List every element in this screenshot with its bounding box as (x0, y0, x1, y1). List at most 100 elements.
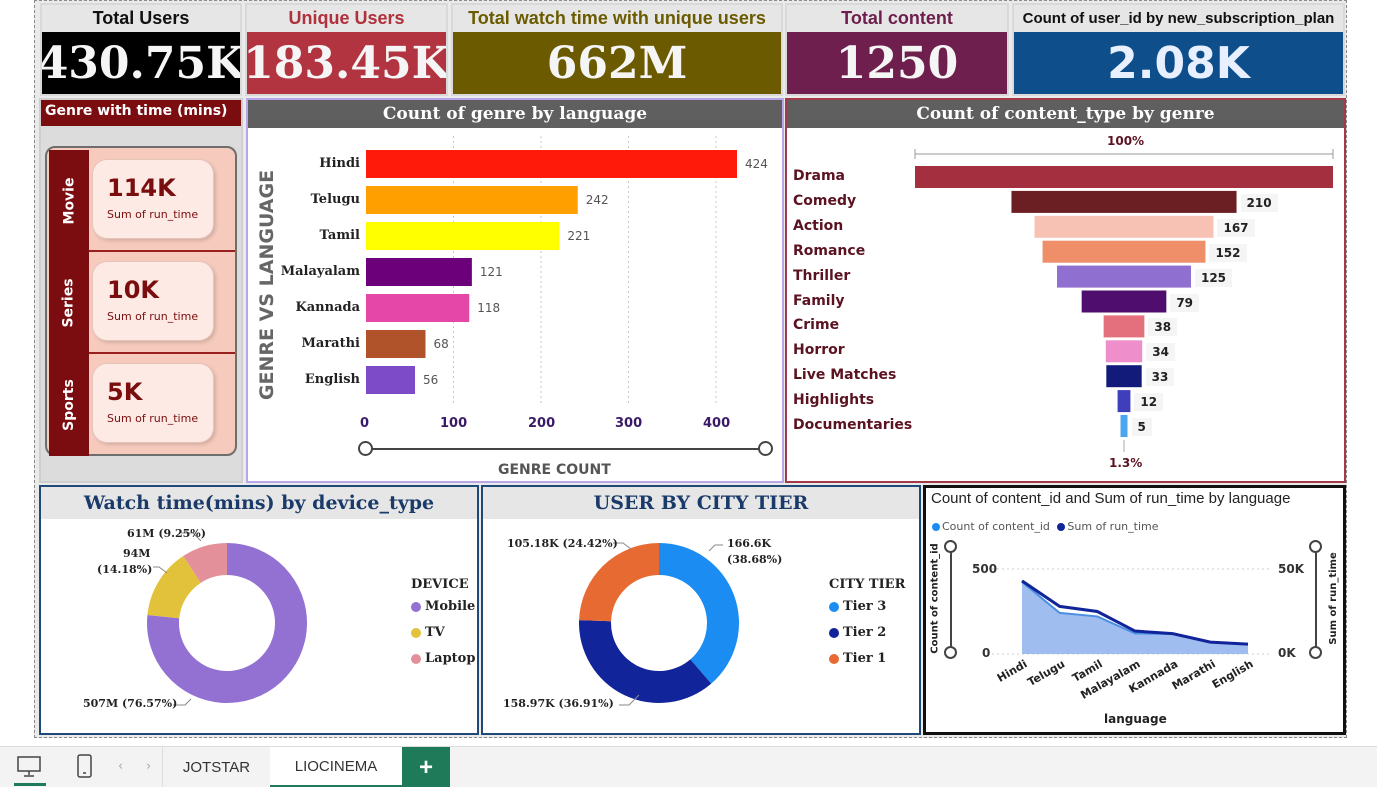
x-tick-marathi: Marathi (1170, 657, 1218, 692)
genre-item-sports[interactable]: Sports (49, 354, 89, 456)
funnel-plot (914, 149, 1334, 452)
area-count[interactable] (1022, 581, 1248, 654)
funnel-bar-documentaries[interactable] (1120, 415, 1128, 437)
left-axis-slider-bottom[interactable] (944, 646, 957, 659)
legend-laptop[interactable]: Laptop (411, 651, 475, 666)
tier1-slice-label: 105.18K (24.42%) (507, 537, 618, 550)
bar-tamil[interactable] (366, 222, 560, 250)
funnel-category-label: Live Matches (793, 367, 897, 384)
mobile-view-icon[interactable] (76, 753, 94, 785)
funnel-top-label: 100% (1107, 134, 1145, 148)
kpi-value: 1250 (787, 32, 1007, 94)
funnel-bar-drama[interactable] (915, 166, 1333, 188)
add-page-button[interactable]: + (402, 747, 450, 787)
kpi-total-content[interactable]: Total content 1250 (785, 3, 1009, 96)
legend-tier1[interactable]: Tier 1 (829, 651, 886, 666)
tab-jotstar[interactable]: JOTSTAR (162, 747, 270, 787)
prev-page-icon[interactable]: ‹ (118, 759, 124, 774)
city-tier-chart[interactable]: USER BY CITY TIER 166.6K (38.68%) 158.97… (481, 485, 921, 735)
funnel-value-label: 12 (1134, 393, 1164, 412)
slice-laptop[interactable] (183, 543, 227, 583)
genre-time-title: Genre with time (mins) (41, 100, 241, 126)
series-runtime-card: 10K Sum of run_time (93, 262, 213, 340)
legend-tier2[interactable]: Tier 2 (829, 625, 886, 640)
bar-category-label: Kannada (295, 300, 360, 315)
bar-value-label: 424 (745, 157, 768, 171)
leader-line (153, 566, 168, 574)
funnel-bar-crime[interactable] (1103, 315, 1145, 338)
x-tick-telugu: Telugu (1025, 657, 1067, 689)
genre-item-series[interactable]: Series (49, 252, 89, 354)
right-axis-slider-bottom[interactable] (1309, 646, 1322, 659)
bar-marathi[interactable] (366, 330, 426, 358)
page-tabs-bar: ‹ › JOTSTAR LIOCINEMA + (0, 746, 1377, 787)
bar-hindi[interactable] (366, 150, 737, 178)
kpi-total-users[interactable]: Total Users 430.75K (40, 3, 242, 96)
bar-value-label: 242 (585, 193, 609, 207)
funnel-bar-horror[interactable] (1105, 340, 1143, 363)
bar-category-label: English (304, 372, 360, 387)
funnel-bar-highlights[interactable] (1117, 390, 1131, 413)
leader-line (613, 542, 632, 550)
kpi-subscription-plan[interactable]: Count of user_id by new_subscription_pla… (1012, 3, 1345, 96)
genre-item-movie[interactable]: Movie (49, 150, 89, 252)
funnel-category-label: Crime (793, 317, 840, 334)
kpi-total-watch-time[interactable]: Total watch time with unique users 662M (451, 3, 783, 96)
funnel-bar-romance[interactable] (1042, 240, 1206, 263)
kpi-value: 183.45K (247, 32, 446, 94)
legend-sum[interactable]: Sum of run_time (1067, 520, 1159, 533)
slice-tier-2[interactable] (579, 620, 712, 703)
slice-mobile[interactable] (147, 543, 307, 703)
bar-malayalam[interactable] (366, 258, 472, 286)
runtime-title: Count of content_id and Sum of run_time … (931, 490, 1291, 507)
line-runtime[interactable] (1021, 579, 1249, 646)
desktop-view-icon[interactable] (16, 755, 42, 783)
funnel-bar-comedy[interactable] (1011, 190, 1237, 213)
city-donut (579, 542, 739, 706)
kpi-unique-users[interactable]: Unique Users 183.45K (245, 3, 448, 96)
funnel-category-label: Family (793, 292, 845, 309)
legend-count[interactable]: Count of content_id (942, 520, 1050, 533)
funnel-category-label: Comedy (793, 192, 857, 209)
funnel-bar-thriller[interactable] (1057, 265, 1191, 288)
slice-tv[interactable] (147, 556, 201, 619)
legend-tier3[interactable]: Tier 3 (829, 599, 886, 614)
kpi-title: Total Users (42, 5, 240, 32)
funnel-bar-live-matches[interactable] (1106, 365, 1142, 388)
range-slider-handle-left[interactable] (358, 441, 373, 456)
slice-tier-1[interactable] (579, 543, 659, 622)
tab-liocinema[interactable]: LIOCINEMA (270, 747, 402, 787)
legend-title: CITY TIER (829, 577, 906, 592)
device-chart[interactable]: Watch time(mins) by device_type 507M (76… (39, 485, 479, 735)
range-slider-track[interactable] (364, 448, 766, 450)
tv-slice-label-pct: (14.18%) (97, 563, 153, 576)
next-page-icon[interactable]: › (146, 759, 152, 774)
right-axis-slider-top[interactable] (1309, 540, 1322, 553)
legend-tv[interactable]: TV (411, 625, 445, 640)
genre-time-panel: Genre with time (mins) Movie Series Spor… (39, 98, 243, 483)
funnel-value-label: 125 (1194, 268, 1233, 287)
bar-value-label: 121 (479, 265, 503, 279)
device-donut (147, 532, 307, 706)
slice-tier-3[interactable] (659, 543, 739, 684)
bar-kannada[interactable] (366, 294, 470, 322)
right-tick-0k: 0K (1278, 646, 1296, 660)
funnel-category-label: Action (793, 217, 844, 234)
bar-english[interactable] (366, 366, 415, 394)
content-type-chart[interactable]: Count of content_type by genre 100% Dram… (785, 98, 1346, 483)
range-slider-handle-right[interactable] (758, 441, 773, 456)
legend-mobile[interactable]: Mobile (411, 599, 475, 614)
runtime-language-chart[interactable]: Count of content_id and Sum of run_time … (923, 485, 1346, 735)
x-tick: 0 (360, 416, 370, 431)
x-axis-title: GENRE COUNT (498, 462, 611, 478)
funnel-category-label: Highlights (793, 392, 875, 409)
x-tick-english: English (1210, 657, 1256, 691)
funnel-bar-family[interactable] (1081, 290, 1167, 313)
genre-time-slicer: Movie Series Sports 114K Sum of run_time… (45, 146, 237, 456)
bar-category-label: Telugu (310, 192, 360, 207)
genre-language-chart[interactable]: Count of genre by language GENRE VS LANG… (246, 98, 784, 483)
funnel-bar-action[interactable] (1034, 215, 1214, 238)
left-axis-slider-top[interactable] (944, 540, 957, 553)
bar-value-label: 118 (477, 301, 501, 315)
bar-telugu[interactable] (366, 186, 578, 214)
